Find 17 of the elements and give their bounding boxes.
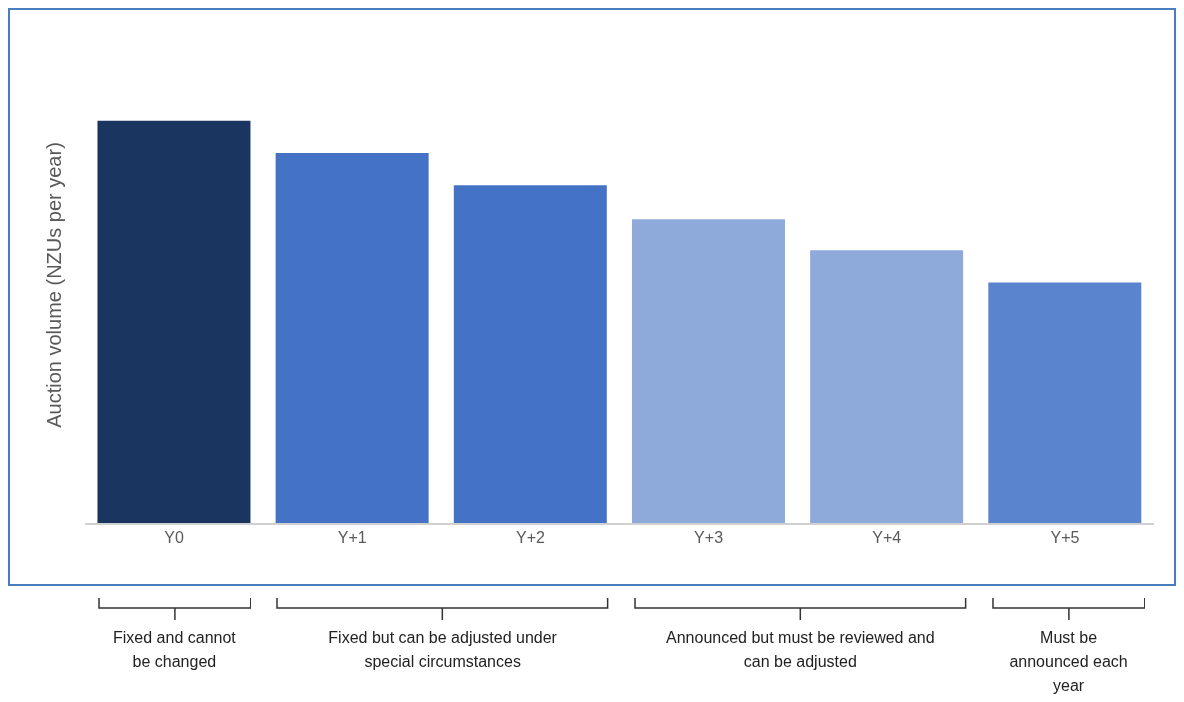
bar (97, 120, 251, 524)
y-axis-title: Auction volume (NZUs per year) (42, 142, 66, 428)
x-tick-label: Y+4 (872, 529, 902, 547)
bar (631, 219, 785, 524)
x-tick-label: Y+2 (515, 529, 545, 547)
text: Must be announced each year (1008, 628, 1129, 696)
text: Fixed but can be adjusted under special circumstances (327, 628, 558, 672)
bar (275, 153, 429, 524)
x-tick-label: Y+3 (694, 529, 724, 547)
bar (988, 282, 1142, 524)
text: Announced but must be reviewed and can be adjusted (665, 628, 936, 672)
x-tick-label: Y+5 (1050, 529, 1080, 547)
x-tick-label: Y+1 (337, 529, 367, 547)
bar (453, 185, 607, 524)
bar (810, 250, 964, 524)
text: Fixed and cannot be changed (112, 628, 237, 672)
x-tick-label: Y0 (164, 529, 184, 547)
